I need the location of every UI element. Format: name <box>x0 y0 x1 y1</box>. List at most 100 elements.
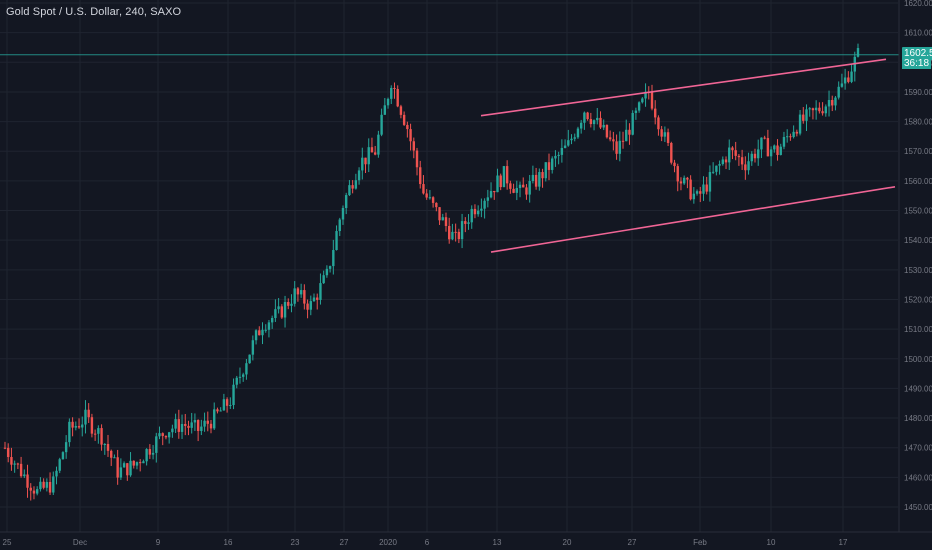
candle-body <box>644 91 647 99</box>
candle-body <box>637 102 641 111</box>
candle-body <box>486 197 490 201</box>
candle <box>428 190 432 200</box>
candle <box>402 111 406 126</box>
candle-body <box>460 221 464 240</box>
candle-body <box>380 114 383 135</box>
candle <box>341 205 345 225</box>
candle <box>721 156 725 166</box>
candle <box>216 407 219 414</box>
candle-body <box>142 461 145 464</box>
price-tick-label: 1620.00 <box>904 0 932 8</box>
candle <box>567 129 570 147</box>
candle-body <box>718 164 721 166</box>
candle-body <box>287 302 290 306</box>
candle <box>451 223 454 241</box>
candle <box>184 413 187 436</box>
candle-body <box>505 166 509 184</box>
candle <box>299 283 303 298</box>
candle <box>557 151 560 165</box>
candle <box>193 413 197 432</box>
candle-body <box>412 141 415 151</box>
candle-body <box>322 275 325 284</box>
candle <box>283 295 287 328</box>
price-tick-label: 1480.00 <box>904 414 932 423</box>
candle-body <box>837 86 840 98</box>
candle-body <box>87 409 90 418</box>
candle <box>589 112 593 128</box>
candle <box>615 134 618 160</box>
candle <box>396 85 399 108</box>
candle-body <box>670 142 673 163</box>
candle <box>119 458 123 480</box>
candle <box>235 375 238 389</box>
candle-body <box>393 87 396 89</box>
candle-body <box>608 137 612 140</box>
candle <box>515 180 518 201</box>
candle-body <box>251 340 255 355</box>
candle-body <box>422 184 425 194</box>
candle <box>476 205 480 217</box>
candle <box>711 162 715 174</box>
candle-body <box>734 150 737 156</box>
candle <box>847 71 850 84</box>
trendlines[interactable] <box>480 58 896 253</box>
candle <box>650 84 654 111</box>
candle <box>277 298 280 314</box>
time-axis[interactable]: 25 Dec 9 16 23 27 2020 6 13 20 27 Feb 10 17 <box>0 531 932 547</box>
candle-body <box>750 153 753 162</box>
candle <box>399 104 403 119</box>
candle <box>248 354 251 364</box>
candle <box>306 299 309 319</box>
candle <box>303 284 306 310</box>
price-axis[interactable]: 1620.001610.001600.001590.001580.001570.… <box>898 0 932 532</box>
upper-trendline[interactable] <box>480 58 887 117</box>
candle <box>808 107 811 117</box>
candle <box>438 207 441 225</box>
candle-body <box>747 161 750 171</box>
candle <box>525 184 528 200</box>
candle-body <box>782 137 786 147</box>
candle <box>196 419 200 442</box>
candle <box>850 64 853 84</box>
candle-body <box>666 132 670 143</box>
candle <box>798 109 802 136</box>
lower-trendline[interactable] <box>490 186 896 253</box>
candle <box>814 100 818 120</box>
candle-body <box>708 172 712 192</box>
candle <box>782 131 786 150</box>
candle <box>254 329 258 345</box>
candle-body <box>312 297 316 302</box>
candle-body <box>406 124 409 130</box>
candle-body <box>766 138 770 157</box>
candle-body <box>831 100 834 106</box>
candle <box>354 173 358 190</box>
candle-body <box>856 48 860 57</box>
candle-body <box>534 174 538 187</box>
candle <box>103 443 106 455</box>
time-tick-label: 16 <box>224 538 233 547</box>
candle <box>90 413 94 438</box>
candle-body <box>605 124 609 138</box>
candle-body <box>26 474 29 488</box>
candle-body <box>232 384 235 406</box>
candle-body <box>715 165 718 172</box>
candle <box>409 123 412 151</box>
candle <box>628 123 631 145</box>
candle <box>483 198 486 219</box>
candle-body <box>444 217 448 226</box>
candle <box>464 217 467 233</box>
candle <box>435 202 438 212</box>
candle-body <box>180 424 184 432</box>
candle-body <box>476 210 480 215</box>
candle <box>773 144 776 153</box>
candle-body <box>42 481 45 488</box>
candle <box>821 102 824 116</box>
candle <box>747 152 750 175</box>
candle <box>287 298 290 310</box>
candle <box>142 459 145 464</box>
candle-body <box>692 193 696 200</box>
candle <box>740 149 744 170</box>
candle-body <box>367 147 370 165</box>
